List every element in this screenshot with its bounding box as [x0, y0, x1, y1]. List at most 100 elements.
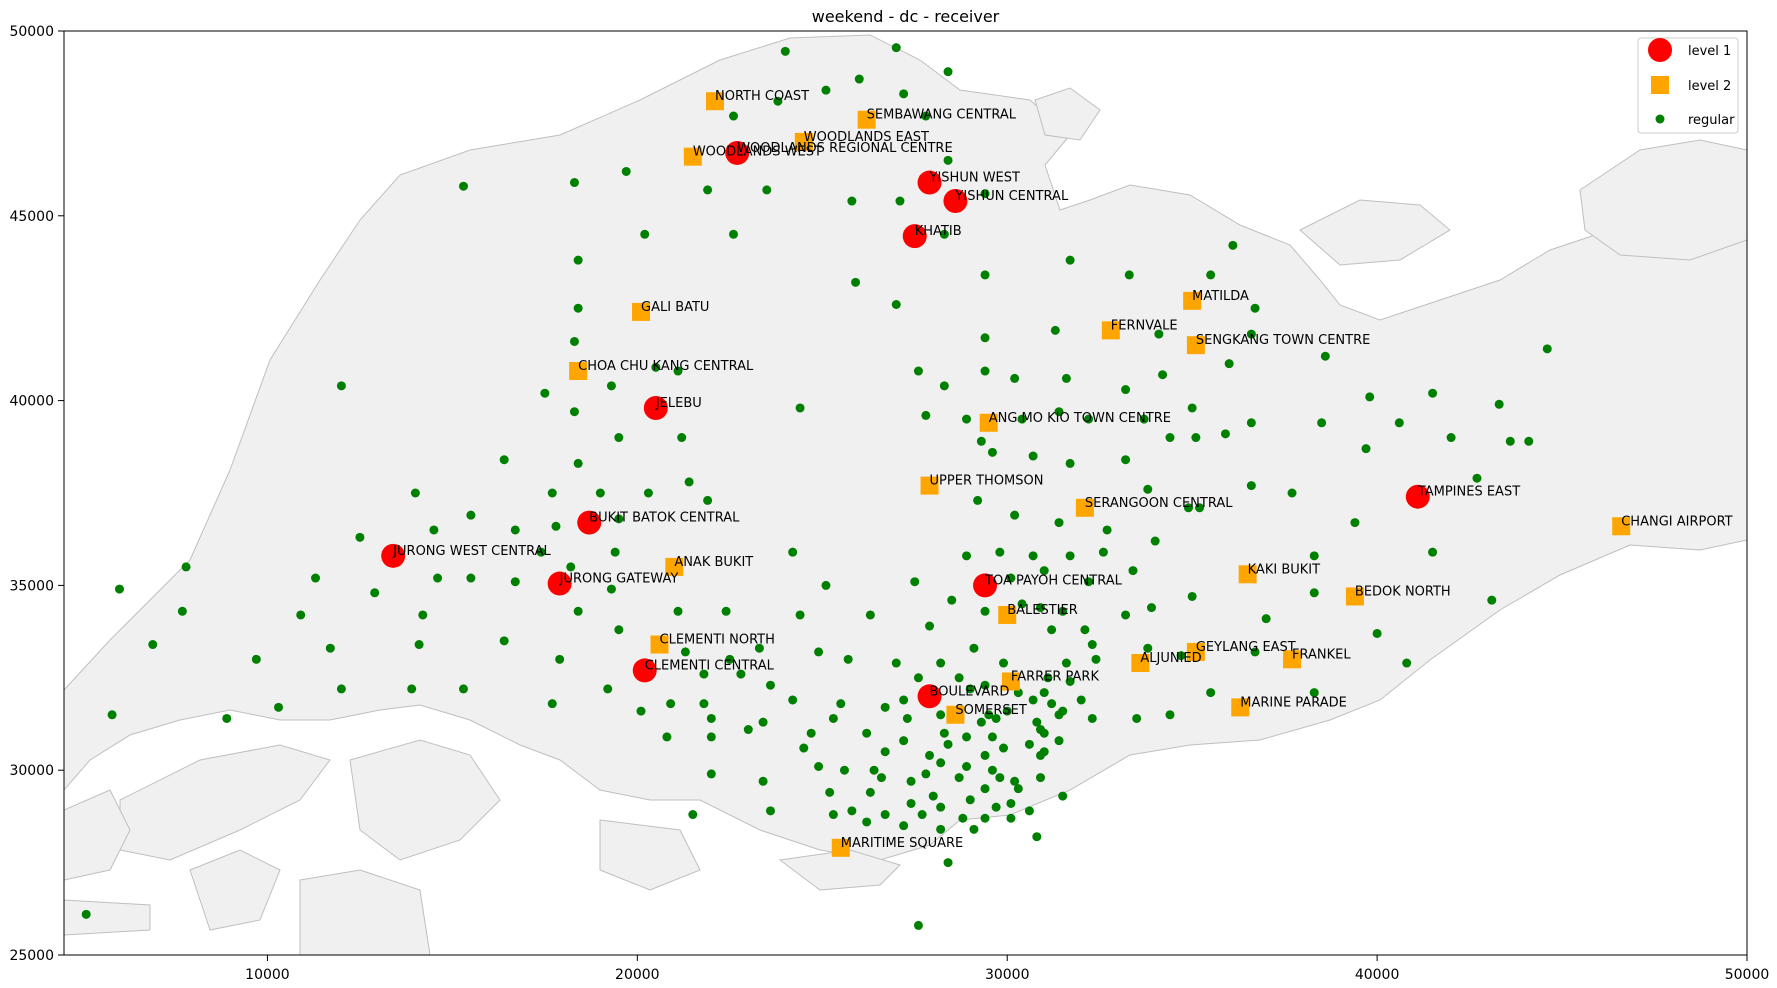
regular-point [943, 155, 953, 165]
regular-point [1542, 344, 1552, 354]
regular-point [177, 606, 187, 616]
regular-point [603, 684, 613, 694]
legend-frame [1637, 37, 1739, 134]
regular-point [1361, 444, 1371, 454]
regular-point [962, 762, 972, 772]
regular-point [569, 178, 579, 188]
y-tick-label: 25000 [9, 948, 54, 964]
regular-point [1087, 713, 1097, 723]
regular-point [862, 728, 872, 738]
x-tick-label: 10000 [245, 967, 290, 983]
regular-point [910, 577, 920, 587]
regular-point [1050, 325, 1060, 335]
legend: level 1 level 2 regular [1637, 37, 1739, 134]
regular-point [1098, 547, 1108, 557]
regular-point [458, 181, 468, 191]
regular-point [928, 791, 938, 801]
level-2-point [1186, 336, 1205, 355]
regular-point [1224, 359, 1234, 369]
regular-point [1139, 414, 1149, 424]
regular-point [943, 67, 953, 77]
regular-point [499, 455, 509, 465]
regular-point [1058, 606, 1068, 616]
regular-point [410, 488, 420, 498]
regular-point [965, 684, 975, 694]
level-1-point [902, 224, 927, 249]
regular-point [765, 680, 775, 690]
regular-point [799, 743, 809, 753]
legend-regular-label: regular [1688, 113, 1735, 128]
level-2-point-label: BALESTIER [1007, 603, 1078, 618]
regular-point [1006, 813, 1016, 823]
regular-point [962, 414, 972, 424]
regular-point [1146, 603, 1156, 613]
regular-point [1187, 591, 1197, 601]
level-2-point [1075, 498, 1094, 517]
regular-point [899, 821, 909, 831]
regular-point [606, 584, 616, 594]
regular-point [814, 762, 824, 772]
regular-point [1017, 599, 1027, 609]
regular-point [987, 732, 997, 742]
regular-point [355, 532, 365, 542]
regular-point [1446, 433, 1456, 443]
regular-point [899, 736, 909, 746]
regular-point [1165, 710, 1175, 720]
level-2-point [857, 110, 876, 129]
regular-point [865, 610, 875, 620]
level-1-point-label: BOULEVARD [930, 684, 1010, 699]
level-2-point [683, 147, 702, 166]
regular-point [1309, 688, 1319, 698]
level-1-point-label: CLEMENTI CENTRAL [645, 658, 775, 673]
regular-point [540, 388, 550, 398]
regular-point [891, 658, 901, 668]
regular-point [1187, 403, 1197, 413]
regular-point [1036, 603, 1046, 613]
regular-point [921, 769, 931, 779]
regular-series [81, 43, 1552, 930]
regular-point [677, 433, 687, 443]
regular-point [1010, 373, 1020, 383]
regular-point [1350, 518, 1360, 528]
regular-point [1028, 695, 1038, 705]
regular-point [758, 717, 768, 727]
level-2-point [1101, 321, 1120, 340]
regular-point [995, 547, 1005, 557]
level-2-point-label: CLEMENTI NORTH [660, 633, 775, 648]
regular-point [1061, 658, 1071, 668]
regular-point [1250, 647, 1260, 657]
regular-point [114, 584, 124, 594]
plot-area [63, 30, 1748, 956]
regular-point [891, 300, 901, 310]
regular-point [1246, 329, 1256, 339]
regular-point [925, 750, 935, 760]
regular-point [851, 277, 861, 287]
regular-point [814, 647, 824, 657]
regular-point [536, 547, 546, 557]
regular-point [913, 920, 923, 930]
legend-regular-marker [1655, 114, 1665, 124]
regular-point [1065, 458, 1075, 468]
regular-point [987, 765, 997, 775]
regular-point [1013, 784, 1023, 794]
level-1-point-label: YISHUN CENTRAL [954, 189, 1069, 204]
regular-point [429, 525, 439, 535]
regular-point [251, 654, 261, 664]
regular-point [936, 658, 946, 668]
level-1-point-label: TOA PAYOH CENTRAL [984, 573, 1123, 588]
regular-point [636, 706, 646, 716]
level-2-point [665, 557, 684, 576]
level-2-point-label: MARITIME SQUARE [841, 836, 963, 851]
regular-point [921, 111, 931, 121]
regular-point [688, 810, 698, 820]
regular-point [1076, 695, 1086, 705]
regular-point [821, 85, 831, 95]
level-1-point-label: JURONG GATEWAY [559, 572, 679, 587]
regular-point [980, 680, 990, 690]
regular-point [899, 89, 909, 99]
regular-point [1036, 750, 1046, 760]
regular-point [569, 336, 579, 346]
regular-point [899, 695, 909, 705]
regular-point [614, 433, 624, 443]
regular-point [773, 96, 783, 106]
